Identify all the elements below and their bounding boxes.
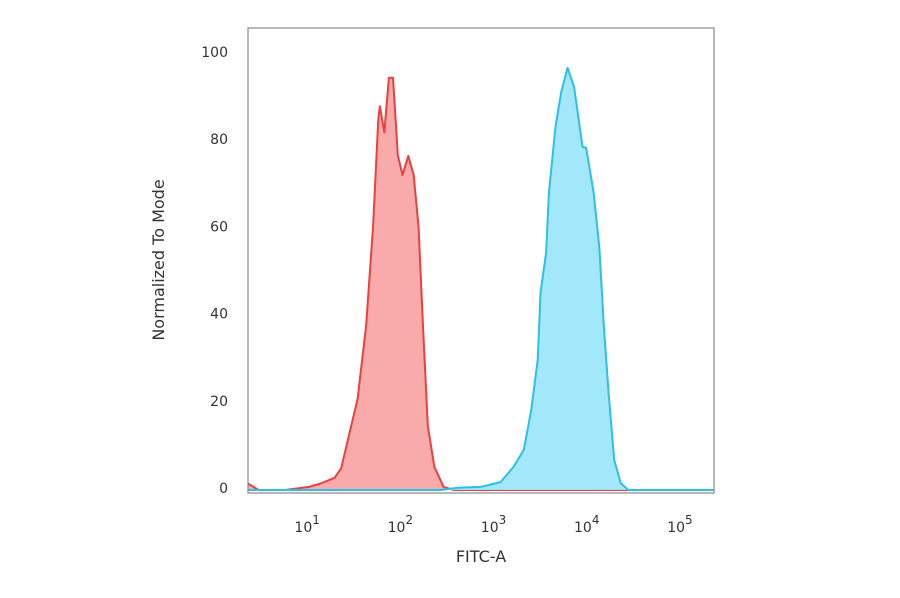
series-2-area [248,67,714,491]
series-1-line [247,76,714,491]
x-axis-label: FITC-A [456,547,506,566]
y-tick-label: 0 [219,481,228,497]
y-tick-label: 20 [210,394,228,410]
x-tick-label: 105 [667,513,692,536]
y-tick-label: 60 [210,219,228,235]
y-tick-labels: 0 20 40 60 80 100 [201,45,228,497]
x-tick-label: 104 [574,513,599,536]
y-axis-label: Normalized To Mode [149,179,168,340]
series-1-area [248,77,714,491]
x-tick-label: 102 [388,513,413,536]
y-tick-label: 100 [201,45,228,61]
x-tick-labels: 101 102 103 104 105 [294,513,692,536]
y-tick-label: 80 [210,132,228,148]
x-tick-label: 101 [294,513,319,536]
series-layer [247,66,714,491]
plot-frame [247,27,715,494]
y-tick-label: 40 [210,307,228,323]
series-2-line [248,66,714,491]
x-tick-label: 103 [481,513,506,536]
